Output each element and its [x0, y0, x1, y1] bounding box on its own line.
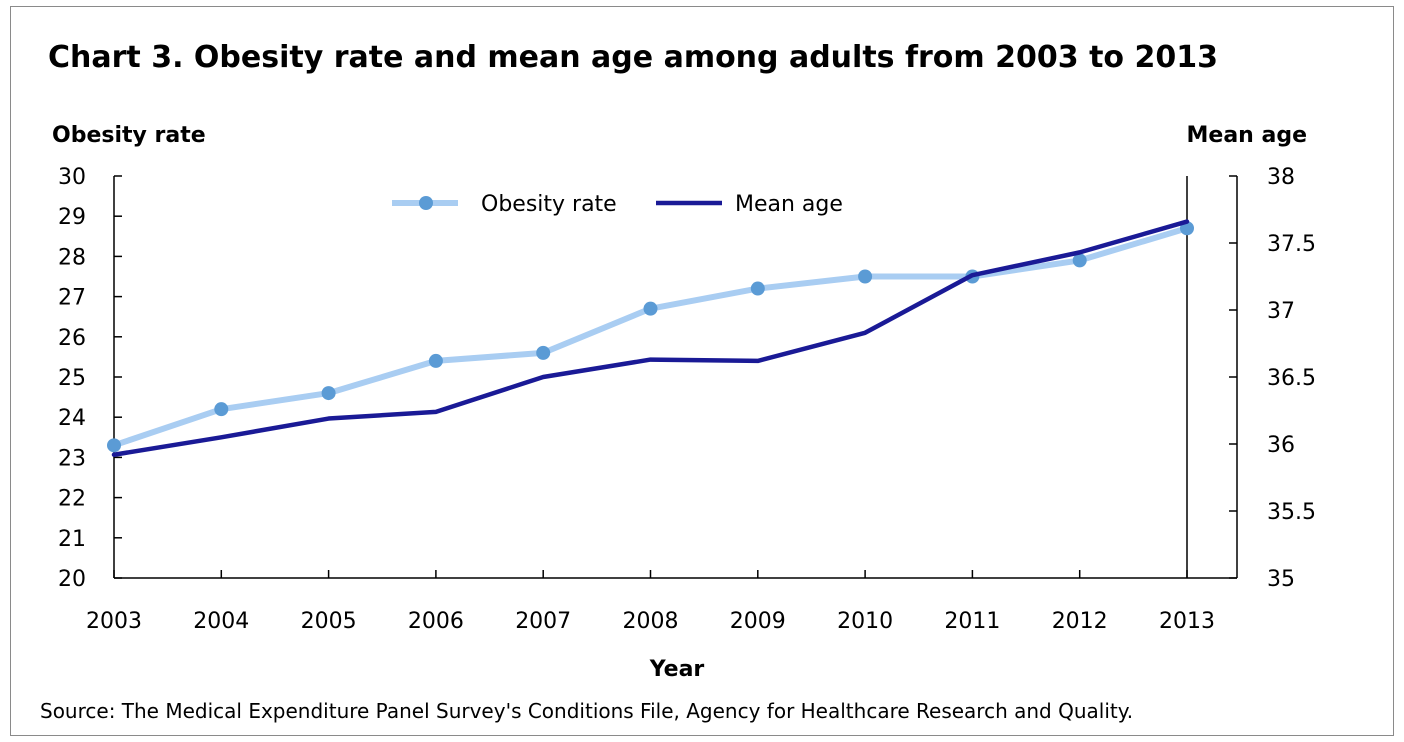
axes: 20 21 22 23 24 25 26 27 28 29 30 35 35.5 36 36.5 37 37.5…: [58, 165, 1316, 634]
chart-frame: [10, 6, 1394, 736]
x-tick-label: 2007: [515, 609, 571, 634]
series-line-mean-age: [111, 219, 1190, 457]
series-line-obesity-rate: [111, 225, 1190, 449]
left-tick-label: 28: [58, 245, 86, 270]
chart-title: Chart 3. Obesity rate and mean age among…: [48, 40, 1218, 75]
left-tick-label: 22: [58, 487, 86, 512]
right-tick-label: 35: [1267, 567, 1295, 592]
x-tick-label: 2004: [193, 609, 249, 634]
data-point-obesity-rate: [107, 438, 121, 453]
right-tick-label: 35.5: [1267, 500, 1316, 525]
left-tick-label: 25: [58, 366, 86, 391]
x-tick-label: 2009: [730, 609, 786, 634]
right-tick-label: 36.5: [1267, 366, 1316, 391]
data-point-obesity-rate: [750, 281, 765, 296]
x-tick-label: 2010: [837, 609, 893, 634]
left-tick-label: 21: [58, 527, 86, 552]
source-note: Source: The Medical Expenditure Panel Su…: [40, 699, 1133, 723]
right-tick-label: 37.5: [1267, 232, 1316, 257]
left-tick-label: 23: [58, 446, 86, 471]
series-lines: [107, 219, 1194, 457]
left-tick-label: 20: [58, 567, 86, 592]
right-axis-title: Mean age: [1187, 123, 1308, 148]
data-point-obesity-rate: [536, 345, 551, 360]
x-tick-label: 2012: [1052, 609, 1108, 634]
right-tick-label: 37: [1267, 299, 1295, 324]
left-tick-label: 27: [58, 286, 86, 311]
legend: Obesity rate Mean age: [392, 192, 843, 217]
x-tick-label: 2006: [408, 609, 464, 634]
x-axis-title: Year: [649, 657, 705, 682]
legend-label-obesity-rate: Obesity rate: [481, 192, 617, 217]
left-tick-label: 24: [58, 406, 86, 431]
x-tick-label: 2013: [1159, 609, 1215, 634]
left-tick-label: 29: [58, 205, 86, 230]
left-axis-title: Obesity rate: [52, 123, 206, 148]
data-point-obesity-rate: [214, 402, 229, 417]
legend-label-mean-age: Mean age: [735, 192, 843, 217]
x-tick-label: 2005: [301, 609, 357, 634]
right-tick-label: 36: [1267, 433, 1295, 458]
left-tick-label: 30: [58, 165, 86, 190]
x-tick-label: 2008: [623, 609, 679, 634]
x-tick-label: 2003: [86, 609, 142, 634]
x-tick-label: 2011: [944, 609, 1000, 634]
data-point-obesity-rate: [643, 301, 658, 316]
data-point-obesity-rate: [858, 269, 873, 284]
legend-marker-obesity-rate: [419, 196, 433, 210]
right-tick-label: 38: [1267, 165, 1295, 190]
data-point-obesity-rate: [1072, 253, 1087, 268]
left-tick-label: 26: [58, 326, 86, 351]
data-point-obesity-rate: [428, 353, 443, 368]
data-point-obesity-rate: [321, 386, 336, 401]
